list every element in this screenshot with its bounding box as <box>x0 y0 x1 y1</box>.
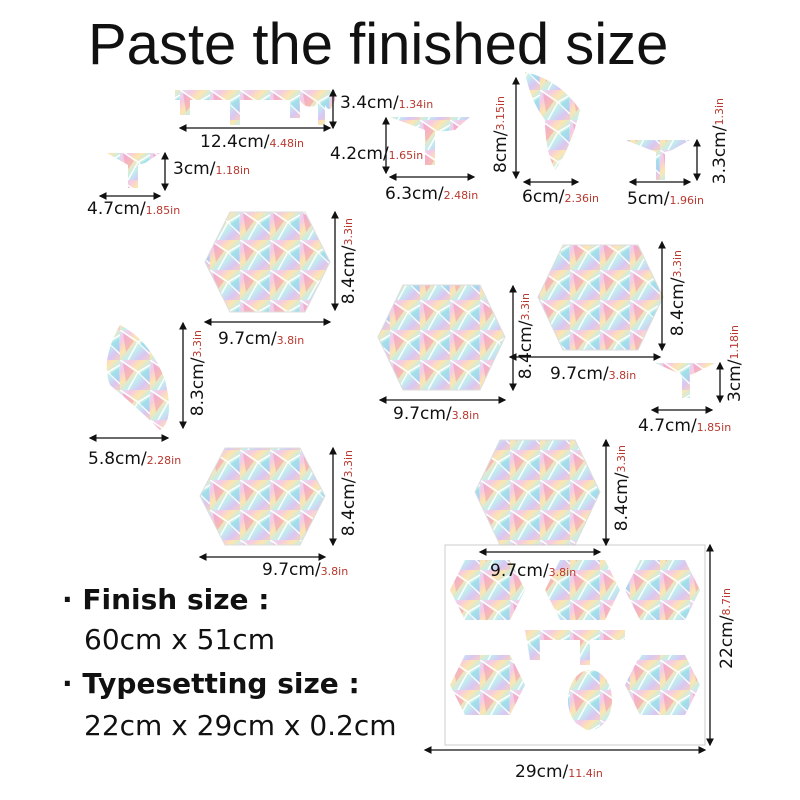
dimension-arrows <box>88 76 724 754</box>
hexagon-stickers <box>199 211 664 546</box>
drip-stickers <box>106 72 715 430</box>
dimension-label: 8cm/3.15in <box>491 96 511 173</box>
page-title: Paste the finished size <box>88 12 669 77</box>
dimension-label: 4.7cm/1.85in <box>638 416 732 436</box>
typesetting-size-value: 22cm x 29cm x 0.2cm <box>84 709 397 742</box>
dimension-label: 9.7cm/3.8in <box>550 364 637 384</box>
dimension-label: 3cm/1.18in <box>725 325 745 402</box>
dimension-label: 8.4cm/3.3in <box>668 250 688 337</box>
dimension-label: 3cm/1.18in <box>173 159 250 179</box>
dimension-label: 9.7cm/3.8in <box>393 404 480 424</box>
dimension-label: 8.4cm/3.3in <box>612 445 632 532</box>
dimension-label: 9.7cm/3.8in <box>262 560 349 580</box>
dimension-label: 22cm/8.7in <box>717 588 737 669</box>
dimension-label: 9.7cm/3.8in <box>490 561 577 581</box>
typesetting-size-label: · Typesetting size : <box>62 667 360 700</box>
finish-size-value: 60cm x 51cm <box>84 623 275 656</box>
dimension-label: 4.7cm/1.85in <box>87 199 181 219</box>
dimension-label: 9.7cm/3.8in <box>218 329 305 349</box>
dimension-label: 8.3cm/3.3in <box>188 330 208 417</box>
dimension-label: 5cm/1.96in <box>627 189 704 209</box>
dimension-label: 6cm/2.36in <box>522 187 599 207</box>
finish-size-label: · Finish size : <box>62 583 270 616</box>
dimension-label: 3.4cm/1.34in <box>340 93 434 113</box>
dimension-label: 3.3cm/1.3in <box>710 98 730 185</box>
dimension-label: 29cm/11.4in <box>515 762 603 782</box>
dimension-label: 12.4cm/4.48in <box>200 132 305 152</box>
dimension-label: 8.4cm/3.3in <box>339 218 359 305</box>
dimension-label: 6.3cm/2.48in <box>385 184 479 204</box>
sheet-stickers <box>450 560 700 730</box>
dimension-label: 8.4cm/3.3in <box>516 293 536 380</box>
dimension-label: 4.2cm/1.65in <box>330 144 424 164</box>
dimension-label: 8.4cm/3.3in <box>339 450 359 537</box>
dimension-label: 5.8cm/2.28in <box>88 449 182 469</box>
